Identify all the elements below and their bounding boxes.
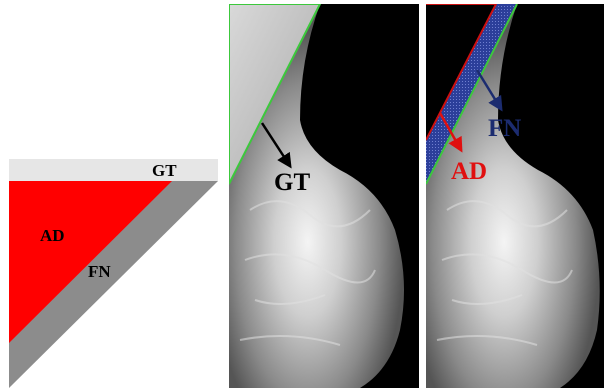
- gt-band: [9, 159, 218, 181]
- mammogram-right-ad-arrow: [438, 112, 463, 153]
- mammogram-left-gt-arrow: [260, 122, 292, 169]
- mammogram-right-texture: [436, 200, 573, 346]
- mammogram-right-gt-contour: [426, 4, 518, 185]
- mammogram-left: [229, 4, 419, 388]
- mammogram-left-gt-label: GT: [274, 169, 310, 196]
- schematic-diagram: GT AD FN: [9, 159, 218, 388]
- mammogram-right-fn-arrow: [475, 69, 503, 112]
- schematic-gt-label: GT: [152, 161, 177, 180]
- mammogram-right-ad-label: AD: [451, 158, 487, 185]
- mammogram-right-fn-label: FN: [488, 115, 521, 142]
- mammogram-right-ad-contour: [426, 4, 498, 141]
- schematic-fn-label: FN: [88, 262, 111, 281]
- mammogram-right: [426, 4, 604, 388]
- ad-region-red: [9, 181, 172, 343]
- schematic-ad-label: AD: [40, 226, 65, 245]
- mammogram-left-breast: [229, 4, 404, 388]
- mammogram-left-gt-contour: [229, 4, 322, 185]
- mammogram-left-texture: [239, 200, 376, 346]
